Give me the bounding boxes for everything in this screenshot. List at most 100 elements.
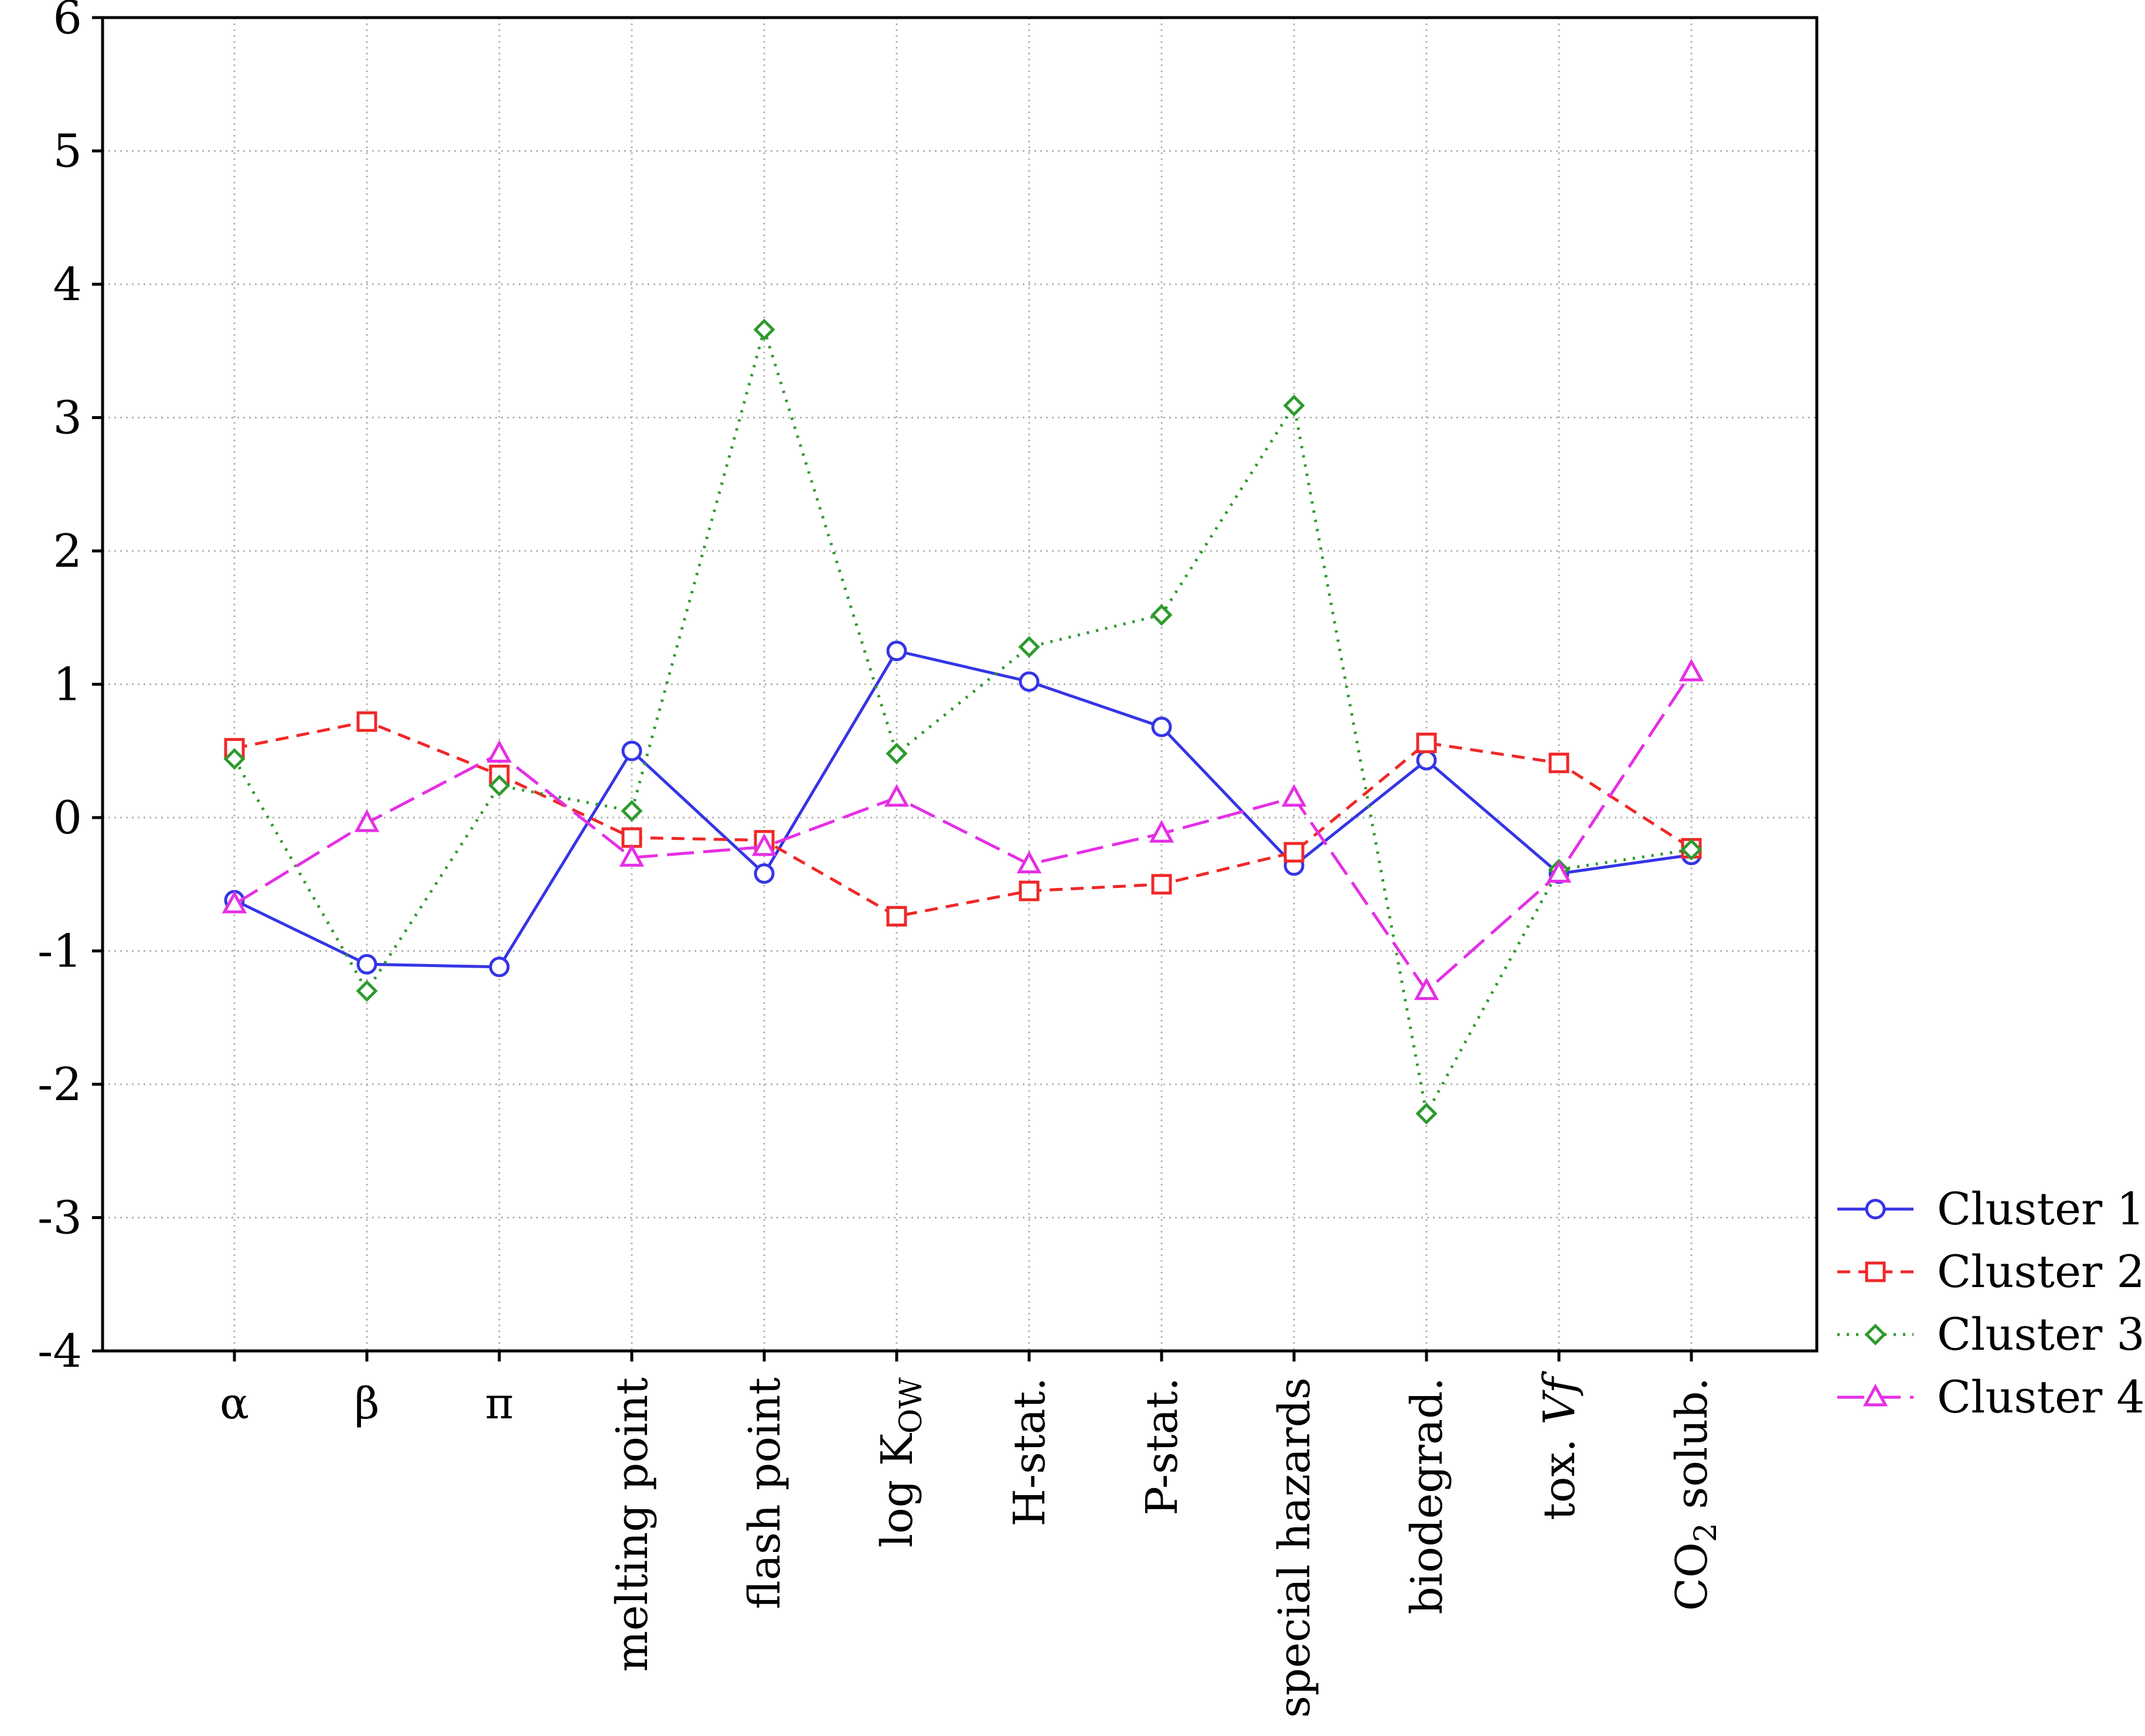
x-tick-label: π [485,1378,514,1429]
data-point-square [1865,1261,1886,1282]
x-tick-label-text: P-stat. [1137,1377,1187,1516]
data-point-triangle [619,844,645,867]
data-point-circle [621,740,642,761]
data-point-diamond [621,800,643,822]
legend-item: Cluster 1 [1837,1183,2145,1235]
x-tick-label: biodegrad. [1402,1377,1452,1615]
data-point-square [1151,874,1172,895]
x-tick-label: β [355,1378,380,1429]
data-point-circle [489,956,510,978]
data-point-square [1283,842,1305,863]
series-line [233,671,1693,993]
data-point-diamond [886,743,908,765]
data-point-circle [754,863,775,884]
data-point-triangle [1281,784,1307,807]
data-point-triangle [354,809,380,832]
x-tick-label: α [220,1378,249,1429]
legend-item: Cluster 4 [1837,1371,2145,1423]
data-point-square [356,711,377,732]
data-point-diamond [488,774,510,796]
x-tick-label: special hazards [1269,1377,1320,1718]
x-tick-label-subscript: OW [894,1377,929,1434]
x-axis-ticks: α β π melting point flash point log KOW H-stat… [220,1351,1724,1718]
data-point-triangle [1149,820,1174,843]
x-tick-label-text: log K [872,1432,922,1547]
x-tick-label: log KOW [872,1377,929,1547]
series-3 [223,318,1703,1125]
legend-item: Cluster 3 [1837,1308,2145,1360]
data-point-square [1548,753,1569,774]
data-point-triangle [222,890,247,914]
data-point-diamond [1018,636,1040,658]
series-4 [222,658,1704,1000]
data-point-triangle [486,740,512,763]
x-tick-label-text: π [485,1378,514,1429]
y-tick-label: -1 [38,925,82,978]
data-point-triangle [1678,658,1704,682]
data-point-circle [1151,716,1172,737]
x-tick-label-italic: Vf [1534,1370,1585,1424]
legend-label: Cluster 1 [1937,1183,2145,1235]
x-tick-label-text: α [220,1378,249,1429]
x-tick-label: H-stat. [1005,1377,1055,1527]
data-point-diamond [223,748,246,770]
data-point-square [1416,733,1437,754]
series-line [233,328,1692,1115]
x-tick-label-text: β [355,1378,380,1429]
data-point-circle [886,641,907,662]
data-point-diamond [1415,1102,1438,1125]
data-point-diamond [1283,394,1305,417]
data-point-circle [1865,1199,1886,1220]
legend-label: Cluster 2 [1937,1245,2145,1298]
data-point-diamond [1864,1323,1887,1346]
x-tick-label-suffix: solub. [1667,1377,1717,1523]
legend-label: Cluster 3 [1937,1308,2145,1360]
x-tick-label: tox. Vf [1534,1370,1585,1520]
y-tick-label: 0 [53,792,82,845]
data-point-triangle [1016,850,1042,874]
x-tick-label-text: H-stat. [1005,1377,1055,1527]
legend-item: Cluster 2 [1837,1245,2145,1298]
data-point-circle [1019,671,1040,692]
x-tick-label-text: biodegrad. [1402,1377,1452,1615]
x-tick-label-text: flash point [740,1377,790,1609]
x-tick-label-text: melting point [607,1377,658,1672]
x-tick-label: CO2 solub. [1667,1377,1724,1611]
data-point-diamond [1680,839,1703,861]
legend-label: Cluster 4 [1937,1371,2145,1423]
y-tick-label: -2 [38,1058,82,1111]
x-tick-label-subscript: 2 [1688,1523,1724,1542]
data-point-triangle [884,784,910,807]
x-tick-label-text: CO [1667,1542,1717,1611]
y-tick-label: 3 [53,392,82,445]
data-point-triangle [1414,977,1439,1000]
data-point-diamond [356,980,378,1002]
data-point-square [886,906,907,927]
data-point-triangle [1863,1383,1888,1407]
data-point-square [1019,880,1040,901]
data-point-triangle [1546,860,1572,883]
y-tick-label: -3 [38,1192,82,1245]
data-point-diamond [753,318,775,341]
x-tick-label: melting point [607,1377,658,1672]
x-tick-label-text: tox. [1534,1425,1585,1520]
data-point-triangle [751,833,777,856]
y-tick-label: -4 [38,1325,82,1378]
y-axis-ticks: 6 5 4 3 2 1 0 -1 -2 -3 -4 [38,0,103,1378]
x-tick-label: P-stat. [1137,1377,1187,1516]
x-tick-label: flash point [740,1377,790,1609]
y-tick-label: 1 [53,659,82,712]
data-point-diamond [1150,604,1173,626]
data-point-circle [1416,750,1437,771]
series-layer [222,318,1704,1125]
x-tick-label-text: special hazards [1269,1377,1320,1718]
data-point-square [621,827,642,848]
y-tick-label: 5 [53,125,82,178]
y-tick-label: 4 [53,258,82,311]
legend: Cluster 1 Cluster 2 Cluster 3 Cluster 4 [1837,1183,2145,1423]
series-line [233,649,1692,969]
y-tick-label: 2 [53,525,82,578]
plot-frame [101,16,1819,1353]
